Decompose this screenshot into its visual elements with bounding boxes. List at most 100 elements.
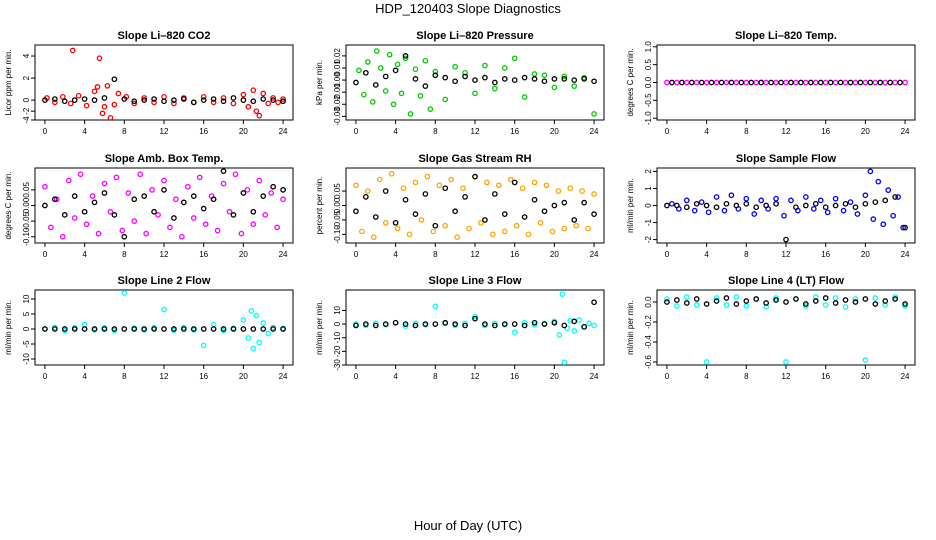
x-tick-label: 12	[471, 372, 480, 381]
x-tick-label: 24	[901, 372, 910, 381]
data-point	[586, 320, 592, 327]
data-point	[161, 306, 167, 313]
mean-point	[280, 98, 286, 105]
mean-point	[462, 193, 468, 200]
mean-point	[91, 326, 98, 332]
mean-point	[280, 326, 286, 332]
data-point	[847, 199, 854, 205]
data-point	[728, 192, 735, 199]
y-tick-label: -0.10	[333, 225, 342, 244]
mean-point	[683, 204, 690, 211]
data-point	[733, 294, 740, 300]
data-point	[89, 193, 96, 199]
mean-point	[250, 208, 257, 215]
mean-point	[817, 79, 824, 86]
data-point	[71, 215, 78, 221]
data-point	[571, 328, 578, 334]
mean-point	[778, 79, 784, 86]
chart-title: Slope Amb. Box Temp.	[105, 153, 224, 165]
mean-point	[822, 204, 829, 211]
mean-point	[111, 76, 118, 83]
y-tick-label: 1.0	[644, 41, 653, 53]
mean-point	[802, 202, 809, 209]
data-point	[525, 231, 532, 238]
mean-point	[664, 202, 670, 209]
data-point	[824, 209, 831, 216]
data-point	[448, 176, 455, 183]
mean-point	[362, 69, 369, 76]
x-tick-label: 8	[433, 372, 438, 381]
y-tick-label: -20	[333, 345, 342, 357]
mean-point	[862, 200, 869, 207]
data-point	[226, 208, 233, 215]
mean-point	[862, 296, 869, 302]
data-point	[579, 188, 586, 194]
data-point	[751, 211, 758, 217]
mean-point	[121, 96, 128, 102]
x-tick-label: 8	[744, 127, 749, 136]
data-layer	[664, 294, 908, 365]
y-axis-label: degrees C per min.	[4, 171, 13, 239]
data-point	[495, 182, 502, 189]
data-point	[121, 290, 128, 296]
mean-point	[151, 208, 157, 215]
data-point	[862, 357, 869, 363]
data-point	[244, 187, 251, 193]
x-tick-label: 0	[665, 127, 670, 136]
data-point	[382, 219, 389, 226]
data-point	[513, 222, 520, 229]
data-point	[417, 92, 424, 99]
data-point	[507, 176, 514, 183]
data-point	[531, 179, 538, 186]
data-point	[758, 197, 765, 204]
y-tick-label: -0.02	[333, 95, 342, 114]
data-point	[77, 171, 84, 178]
x-tick-label: 0	[354, 372, 359, 381]
mean-point	[111, 326, 118, 332]
data-point	[240, 317, 247, 323]
mean-point	[822, 295, 829, 301]
data-point	[173, 196, 179, 203]
data-layer	[353, 170, 597, 241]
mean-point	[91, 199, 98, 206]
x-tick-label: 12	[782, 127, 791, 136]
x-tick-label: 12	[782, 250, 791, 259]
mean-point	[773, 297, 779, 303]
data-layer	[42, 290, 286, 352]
data-point	[359, 228, 365, 235]
mean-point	[180, 326, 187, 332]
mean-point	[111, 212, 118, 218]
chart-panel: Slope Line 4 (LT) Flow 0 4 8 12 16 20 24 -0.6 -0.…	[626, 275, 916, 381]
mean-point	[551, 76, 558, 82]
mean-point	[230, 326, 237, 332]
x-tick-label: 8	[122, 127, 127, 136]
data-point	[691, 207, 698, 214]
mean-point	[571, 318, 578, 325]
y-tick-label: -2	[22, 107, 31, 115]
data-point	[42, 183, 48, 190]
chart-title: Slope Gas Stream RH	[418, 153, 531, 165]
x-tick-label: 8	[433, 127, 438, 136]
data-point	[111, 101, 118, 108]
data-point	[895, 194, 901, 200]
data-point	[275, 99, 281, 106]
mean-point	[392, 319, 399, 326]
x-tick-label: 16	[199, 372, 208, 381]
data-point	[390, 101, 397, 108]
data-point	[262, 212, 269, 218]
mean-point	[432, 321, 439, 327]
y-axis-label: ml/min per min.	[626, 178, 635, 233]
x-tick-label: 12	[471, 127, 480, 136]
data-point	[232, 171, 239, 178]
data-point	[591, 191, 597, 197]
data-point	[501, 65, 508, 71]
mean-point	[270, 97, 277, 103]
data-point	[245, 103, 252, 110]
mean-point	[180, 199, 187, 206]
mean-point	[372, 214, 379, 220]
mean-point	[491, 322, 498, 329]
mean-point	[673, 202, 680, 209]
data-point	[543, 182, 550, 189]
